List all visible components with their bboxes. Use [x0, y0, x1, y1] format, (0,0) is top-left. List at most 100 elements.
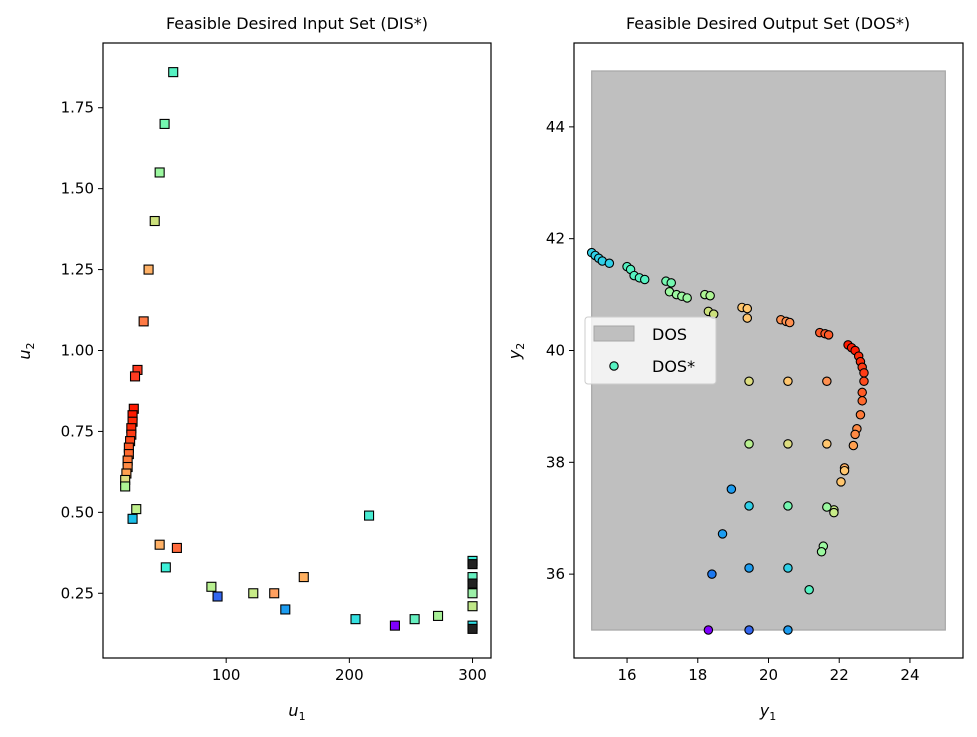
output-data-point	[705, 290, 715, 301]
output-data-point	[639, 274, 650, 285]
legend-dos-star-label: DOS*	[652, 357, 695, 376]
output-y-tick-label: 40	[546, 342, 565, 360]
input-x-tick-label: 300	[458, 666, 487, 684]
output-x-tick-label: 22	[830, 666, 849, 684]
output-x-tick-label: 16	[617, 666, 636, 684]
input-data-point	[149, 215, 160, 227]
input-data-point	[432, 610, 444, 621]
output-data-point	[822, 502, 832, 512]
output-data-point	[742, 313, 753, 323]
input-y-label: u2	[15, 342, 37, 359]
output-data-point	[857, 396, 867, 406]
input-x-tick-label: 100	[212, 666, 241, 684]
output-data-point	[726, 484, 737, 494]
input-y-ticks: 0.25 0.50 0.75 1.00 1.25 1.50 1.75	[61, 99, 103, 602]
input-data-point	[159, 118, 170, 129]
input-data-point	[131, 504, 142, 515]
legend-dos-swatch	[593, 325, 635, 342]
output-data-point	[744, 625, 754, 635]
output-set-chart: Feasible Desired Output Set (DOS*) 16 18 2…	[505, 14, 964, 723]
input-y-tick-label: 1.00	[61, 342, 94, 360]
input-set-chart: Feasible Desired Input Set (DIS*) 100 200…	[15, 14, 492, 723]
output-data-point	[744, 376, 754, 386]
input-data-point	[143, 264, 154, 275]
output-x-tick-label: 18	[688, 666, 707, 684]
input-data-point	[160, 562, 171, 573]
input-data-point	[248, 588, 259, 599]
output-data-point	[822, 439, 832, 449]
output-data-point	[829, 507, 839, 518]
input-data-point	[364, 510, 375, 521]
output-data-point	[783, 376, 793, 386]
input-y-tick-label: 1.75	[61, 99, 94, 117]
output-data-point	[836, 477, 846, 487]
output-y-tick-label: 36	[546, 565, 565, 583]
input-data-point	[206, 581, 217, 592]
input-data-point	[350, 614, 361, 625]
output-data-point	[822, 376, 832, 386]
input-y-tick-label: 1.50	[61, 180, 94, 198]
output-data-point	[783, 563, 793, 573]
input-data-point	[467, 578, 478, 589]
input-data-point	[154, 167, 165, 178]
input-data-point	[467, 601, 478, 612]
input-data-point	[168, 67, 179, 78]
output-data-point	[855, 410, 866, 420]
input-data-point	[467, 588, 478, 599]
output-data-point	[859, 368, 869, 378]
output-data-point	[783, 501, 793, 511]
legend-dos-label: DOS	[652, 325, 687, 344]
output-data-point	[804, 585, 814, 595]
input-data-point	[467, 623, 478, 634]
input-data-point	[298, 572, 309, 583]
output-data-point	[783, 439, 793, 449]
output-data-point	[682, 293, 692, 303]
input-data-point	[280, 604, 291, 615]
input-data-point	[154, 539, 165, 550]
output-data-point	[703, 625, 714, 635]
output-x-label: y1	[759, 701, 776, 723]
output-data-point	[744, 563, 754, 573]
input-data-point	[171, 542, 182, 553]
output-y-ticks: 36 38 40 42 44	[546, 118, 574, 583]
output-data-point	[707, 569, 717, 579]
input-y-tick-label: 1.25	[61, 261, 94, 279]
input-chart-title: Feasible Desired Input Set (DIS*)	[166, 14, 428, 33]
output-y-tick-label: 44	[546, 118, 565, 136]
output-x-tick-label: 20	[759, 666, 778, 684]
input-data-point	[120, 481, 131, 492]
input-x-tick-label: 200	[335, 666, 364, 684]
input-data-point	[138, 316, 149, 327]
output-data-point	[850, 429, 860, 440]
output-y-tick-label: 42	[546, 230, 565, 248]
input-data-point	[127, 513, 138, 524]
input-x-label: u1	[288, 701, 305, 723]
input-points	[120, 67, 478, 634]
input-y-tick-label: 0.50	[61, 503, 94, 521]
output-x-tick-label: 24	[900, 666, 919, 684]
output-data-point	[604, 258, 615, 269]
output-data-point	[744, 439, 754, 449]
output-data-point	[783, 625, 793, 635]
output-x-ticks: 16 18 20 22 24	[617, 658, 920, 684]
output-legend: DOS DOS*	[584, 316, 717, 385]
output-chart-title: Feasible Desired Output Set (DOS*)	[626, 14, 910, 33]
output-data-point	[859, 376, 869, 386]
output-data-point	[744, 501, 754, 511]
input-data-point	[409, 614, 420, 625]
input-data-point	[467, 559, 478, 570]
output-data-point	[857, 387, 867, 398]
output-data-point	[816, 547, 827, 557]
output-data-point	[666, 278, 676, 288]
output-data-point	[848, 440, 859, 451]
input-data-point	[129, 371, 141, 382]
input-data-point	[212, 591, 223, 602]
input-data-point	[269, 588, 280, 599]
input-data-point	[389, 620, 400, 631]
output-points	[586, 247, 869, 635]
input-x-ticks: 100 200 300	[212, 658, 487, 684]
input-y-tick-label: 0.25	[61, 584, 94, 602]
legend-dos-star-marker	[609, 361, 619, 371]
output-y-label: y2	[505, 343, 527, 360]
output-data-point	[839, 465, 850, 476]
